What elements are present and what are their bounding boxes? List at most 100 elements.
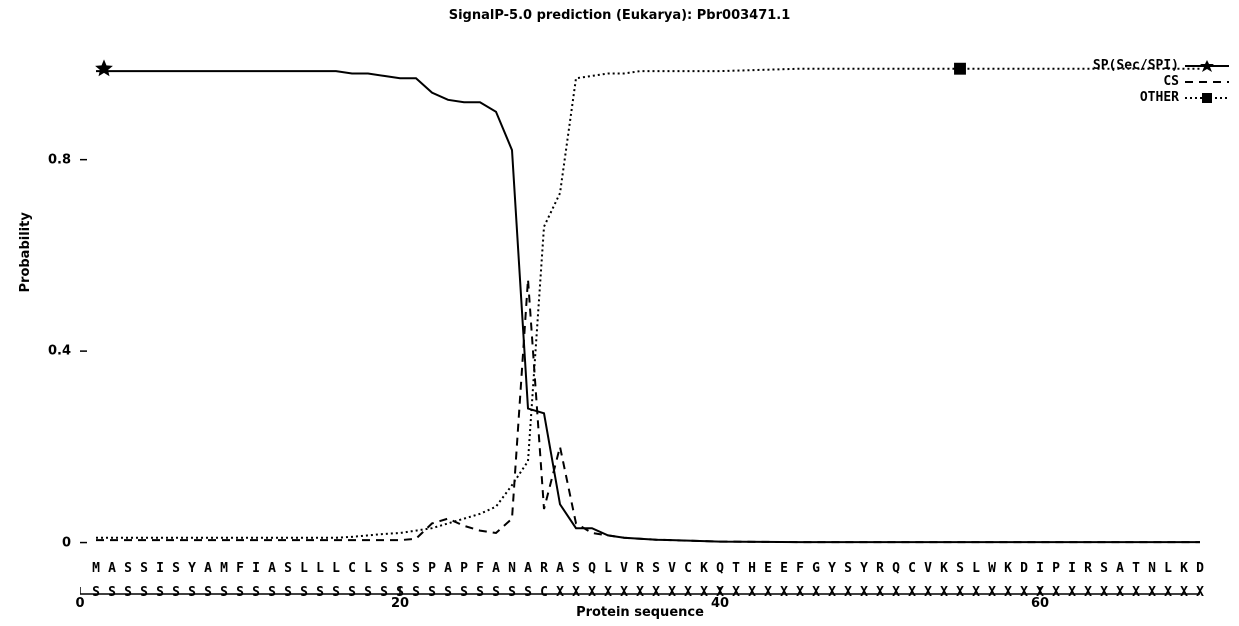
seq-char: S bbox=[140, 585, 148, 600]
seq-char: L bbox=[364, 561, 372, 576]
seq-char: S bbox=[316, 585, 324, 600]
seq-char: S bbox=[412, 561, 420, 576]
seq-char: X bbox=[748, 585, 756, 600]
seq-char: S bbox=[412, 585, 420, 600]
seq-char: P bbox=[1052, 561, 1060, 576]
seq-char: A bbox=[492, 561, 500, 576]
series-CS bbox=[96, 279, 1200, 542]
seq-char: S bbox=[524, 585, 532, 600]
seq-char: X bbox=[1196, 585, 1204, 600]
seq-char: Q bbox=[588, 561, 596, 576]
seq-char: L bbox=[316, 561, 324, 576]
seq-char: S bbox=[332, 585, 340, 600]
seq-char: X bbox=[668, 585, 676, 600]
seq-char: X bbox=[620, 585, 628, 600]
seq-char: X bbox=[780, 585, 788, 600]
seq-char: X bbox=[588, 585, 596, 600]
square-marker-icon bbox=[954, 63, 966, 75]
seq-char: S bbox=[284, 585, 292, 600]
seq-char: I bbox=[252, 561, 260, 576]
seq-char: X bbox=[1164, 585, 1172, 600]
seq-char: A bbox=[204, 561, 212, 576]
seq-char: X bbox=[956, 585, 964, 600]
seq-char: X bbox=[764, 585, 772, 600]
seq-char: S bbox=[460, 585, 468, 600]
seq-char: I bbox=[1036, 561, 1044, 576]
seq-char: X bbox=[1180, 585, 1188, 600]
seq-char: S bbox=[476, 585, 484, 600]
seq-char: X bbox=[732, 585, 740, 600]
seq-char: K bbox=[1180, 561, 1188, 576]
seq-char: R bbox=[876, 561, 884, 576]
y-tick-label: 0 bbox=[62, 535, 71, 550]
seq-char: L bbox=[332, 561, 340, 576]
seq-char: X bbox=[1116, 585, 1124, 600]
seq-char: G bbox=[812, 561, 820, 576]
seq-char: D bbox=[1196, 561, 1204, 576]
seq-char: X bbox=[604, 585, 612, 600]
seq-char: L bbox=[1164, 561, 1172, 576]
seq-char: A bbox=[524, 561, 532, 576]
seq-char: I bbox=[1068, 561, 1076, 576]
seq-char: S bbox=[572, 561, 580, 576]
seq-char: S bbox=[204, 585, 212, 600]
seq-char: C bbox=[684, 561, 692, 576]
seq-char: X bbox=[1004, 585, 1012, 600]
seq-char: S bbox=[844, 561, 852, 576]
seq-char: S bbox=[156, 585, 164, 600]
seq-char: X bbox=[924, 585, 932, 600]
chart-title: SignalP-5.0 prediction (Eukarya): Pbr003… bbox=[0, 8, 1239, 23]
y-tick-label: 0.8 bbox=[48, 152, 71, 167]
seq-char: D bbox=[1020, 561, 1028, 576]
seq-char: S bbox=[428, 585, 436, 600]
seq-char: X bbox=[860, 585, 868, 600]
seq-char: S bbox=[140, 561, 148, 576]
seq-char: S bbox=[124, 561, 132, 576]
seq-char: N bbox=[508, 561, 516, 576]
seq-char: X bbox=[812, 585, 820, 600]
seq-char: S bbox=[300, 585, 308, 600]
y-tick-label: 0.4 bbox=[48, 344, 71, 359]
seq-char: X bbox=[572, 585, 580, 600]
star-marker-icon bbox=[95, 59, 113, 76]
seq-char: K bbox=[700, 561, 708, 576]
seq-char: C bbox=[348, 561, 356, 576]
seq-char: H bbox=[748, 561, 756, 576]
x-tick-label: 0 bbox=[75, 596, 84, 611]
seq-char: X bbox=[652, 585, 660, 600]
seq-char: R bbox=[636, 561, 644, 576]
seq-char: L bbox=[972, 561, 980, 576]
seq-char: X bbox=[1148, 585, 1156, 600]
y-axis-label: Probability bbox=[18, 212, 33, 292]
seq-char: S bbox=[284, 561, 292, 576]
seq-char: X bbox=[716, 585, 724, 600]
seq-char: X bbox=[556, 585, 564, 600]
seq-char: V bbox=[924, 561, 932, 576]
seq-char: X bbox=[844, 585, 852, 600]
seq-char: S bbox=[396, 585, 404, 600]
seq-char: A bbox=[108, 561, 116, 576]
seq-char: T bbox=[732, 561, 740, 576]
seq-char: C bbox=[540, 585, 548, 600]
seq-char: Y bbox=[188, 561, 196, 576]
seq-char: X bbox=[700, 585, 708, 600]
seq-char: S bbox=[956, 561, 964, 576]
seq-char: X bbox=[1052, 585, 1060, 600]
seq-char: S bbox=[492, 585, 500, 600]
seq-char: X bbox=[1020, 585, 1028, 600]
seq-char: S bbox=[652, 561, 660, 576]
seq-char: S bbox=[364, 585, 372, 600]
seq-char: A bbox=[268, 561, 276, 576]
seq-char: R bbox=[540, 561, 548, 576]
seq-char: X bbox=[796, 585, 804, 600]
series-SP(Sec/SPI) bbox=[96, 71, 1200, 542]
seq-char: F bbox=[476, 561, 484, 576]
seq-char: S bbox=[92, 585, 100, 600]
seq-char: S bbox=[124, 585, 132, 600]
seq-char: X bbox=[1068, 585, 1076, 600]
seq-char: Q bbox=[716, 561, 724, 576]
seq-char: A bbox=[444, 561, 452, 576]
seq-char: C bbox=[908, 561, 916, 576]
seq-char: X bbox=[892, 585, 900, 600]
seq-char: X bbox=[988, 585, 996, 600]
